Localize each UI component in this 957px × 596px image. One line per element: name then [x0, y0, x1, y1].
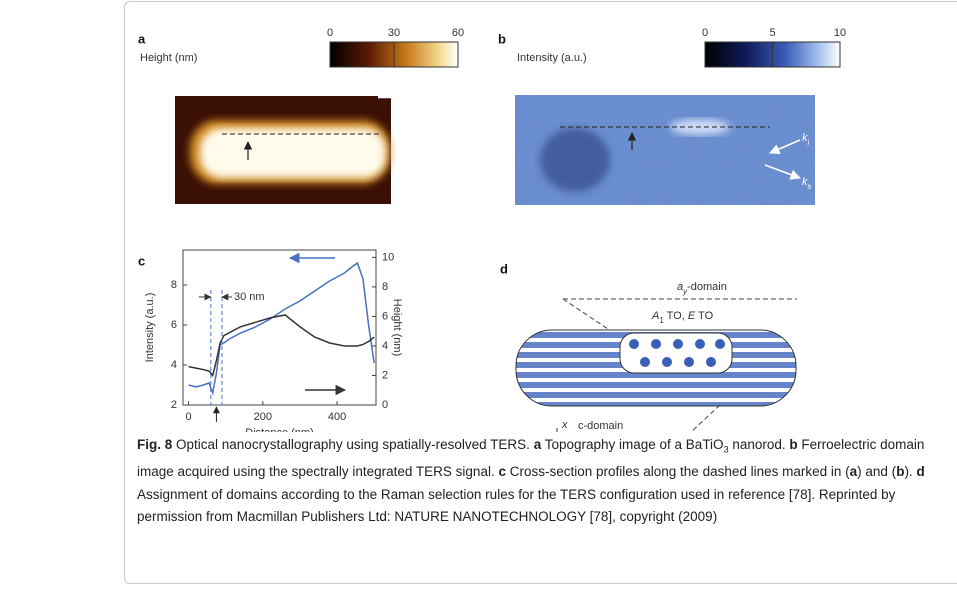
panel-label: b — [498, 31, 506, 46]
caption-run: nanorod. — [729, 437, 790, 452]
text-run: A — [651, 310, 659, 322]
caption-run: Cross-section profiles along the dashed … — [506, 464, 850, 479]
colorbar-tick-label: 10 — [834, 27, 846, 39]
x-tick-label: 200 — [254, 411, 272, 423]
caption-run: d — [916, 464, 924, 479]
dark-region — [540, 128, 610, 192]
caption: Fig. 8 Optical nanocrystallography using… — [137, 434, 947, 529]
x-tick-label: 400 — [328, 411, 346, 423]
annotation-label: 30 nm — [234, 291, 265, 303]
a-domain-region — [620, 333, 732, 373]
scale-bar-label: 200 nm — [389, 81, 426, 93]
caption-run: Assignment of domains according to the R… — [137, 487, 895, 525]
rod — [200, 128, 386, 178]
caption-run: ) and ( — [857, 464, 896, 479]
y-axis-label: Intensity (a.u.) — [144, 293, 156, 363]
y2-tick-label: 8 — [382, 281, 388, 293]
domain-label: ay-domain — [677, 281, 727, 296]
colorbar-tick-label: 0 — [327, 27, 333, 39]
x-axis-label: Distance (nm) — [245, 427, 313, 432]
text-run: c-domain — [578, 420, 623, 432]
text-run: TO — [695, 310, 713, 322]
colorbar-title: Height (nm) — [140, 52, 197, 64]
y2-tick-label: 10 — [382, 251, 394, 263]
x-tick-label: 0 — [186, 411, 192, 423]
series-line — [189, 315, 375, 376]
caption-run: c — [498, 464, 506, 479]
axis-label: x — [561, 419, 568, 431]
text-run: i — [808, 138, 810, 147]
colorbar-tick-label: 30 — [388, 27, 400, 39]
panel-label: a — [138, 31, 146, 46]
y2-tick-label: 4 — [382, 340, 388, 352]
text-run: -domain — [687, 281, 727, 293]
caption-run: Optical nanocrystallography using spatia… — [172, 437, 533, 452]
caption-run: Fig. 8 — [137, 437, 172, 452]
series-line — [189, 263, 375, 393]
page: aHeight (nm)03060200 nmbIntensity (a.u.)… — [0, 0, 957, 596]
caption-run: ). — [904, 464, 916, 479]
y2-axis-label: Height (nm) — [391, 299, 403, 356]
y-tick-label: 4 — [171, 359, 177, 371]
caption-run: Topography image of a BaTiO — [541, 437, 723, 452]
domain-label: c-domain — [578, 420, 623, 432]
y-tick-label: 2 — [171, 399, 177, 411]
y2-tick-label: 2 — [382, 369, 388, 381]
colorbar-tick-label: 0 — [702, 27, 708, 39]
text-run: TO, — [664, 310, 688, 322]
y2-tick-label: 6 — [382, 310, 388, 322]
panel-label: c — [138, 253, 145, 268]
y-tick-label: 8 — [171, 279, 177, 291]
text-run: s — [808, 182, 812, 191]
colorbar-tick-label: 60 — [452, 27, 464, 39]
colorbar-title: Intensity (a.u.) — [517, 52, 587, 64]
panel-label: d — [500, 261, 508, 276]
caption-run: b — [789, 437, 797, 452]
y-tick-label: 6 — [171, 319, 177, 331]
colorbar-tick-label: 5 — [769, 27, 775, 39]
mode-label: A1 TO, E TO — [651, 310, 714, 325]
plot-frame — [183, 250, 376, 405]
y2-tick-label: 0 — [382, 399, 388, 411]
